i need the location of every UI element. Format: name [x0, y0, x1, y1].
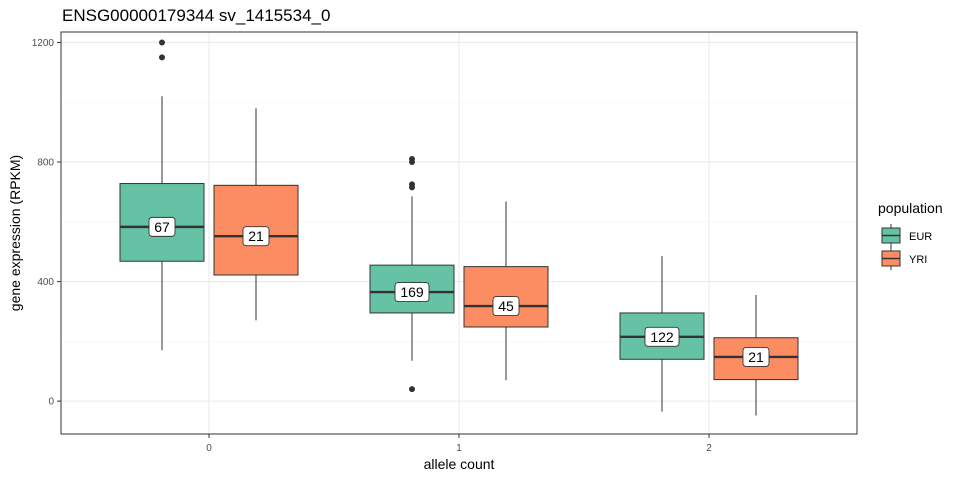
legend-item-eur: EUR — [881, 224, 932, 247]
count-label-text: 21 — [748, 349, 764, 365]
legend-item-yri: YRI — [881, 247, 927, 270]
count-label-eur-0: 67 — [148, 216, 176, 237]
count-label-yri-0: 21 — [242, 226, 270, 247]
y-tick-label: 800 — [37, 158, 54, 169]
x-tick-label: 0 — [206, 443, 212, 454]
count-label-text: 122 — [650, 329, 674, 345]
legend-label: YRI — [909, 254, 927, 266]
count-label-yri-2: 21 — [742, 346, 770, 367]
x-tick-label: 1 — [456, 443, 462, 454]
legend-items: EUR YRI — [881, 224, 932, 270]
count-labels: 67 169 122 21 45 21 — [148, 216, 770, 367]
count-label-text: 21 — [248, 228, 264, 244]
grid-lines — [61, 32, 857, 434]
x-axis: 0 1 2 — [206, 434, 712, 454]
count-label-box — [394, 282, 430, 302]
y-axis-label: gene expression (RPKM) — [7, 155, 23, 311]
outlier-point — [409, 156, 415, 163]
legend: population EUR YRI — [878, 200, 943, 270]
y-tick-label: 400 — [37, 277, 54, 288]
count-label-text: 45 — [498, 298, 514, 314]
x-tick-label: 2 — [706, 443, 712, 454]
count-label-box — [148, 216, 176, 237]
count-label-box — [742, 346, 770, 367]
count-label-box — [492, 296, 520, 317]
y-tick-label: 0 — [48, 397, 54, 408]
count-label-box — [644, 326, 680, 347]
y-tick-label: 1200 — [32, 38, 55, 49]
outlier-point — [409, 386, 415, 393]
x-axis-label: allele count — [424, 456, 495, 472]
count-label-eur-1: 169 — [394, 282, 430, 302]
y-axis: 0 400 800 1200 — [32, 38, 61, 408]
legend-label: EUR — [909, 231, 932, 243]
outlier-point — [159, 39, 165, 46]
outlier-point — [409, 181, 415, 188]
chart-title: ENSG00000179344 sv_1415534_0 — [62, 6, 330, 25]
count-label-eur-2: 122 — [644, 326, 680, 347]
count-label-box — [242, 226, 270, 247]
count-label-text: 67 — [154, 219, 170, 235]
count-label-yri-1: 45 — [492, 296, 520, 317]
count-label-text: 169 — [400, 284, 424, 300]
legend-title: population — [878, 200, 943, 216]
outlier-point — [159, 54, 165, 61]
